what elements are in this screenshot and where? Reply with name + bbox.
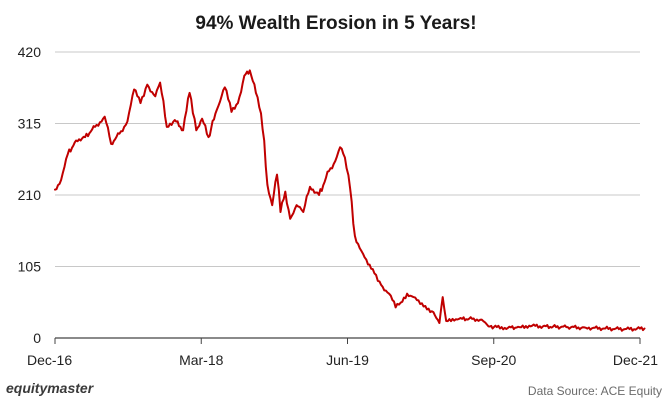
y-tick-label: 315: [18, 116, 42, 132]
x-tick-label: Dec-16: [27, 352, 72, 368]
data-source-note: Data Source: ACE Equity: [528, 384, 662, 398]
x-axis-ticks: Dec-16 Mar-18 Jun-19 Sep-20 Dec-21: [27, 338, 658, 368]
gridlines: [55, 51, 640, 339]
chart-title: 94% Wealth Erosion in 5 Years!: [195, 13, 476, 34]
x-tick-label: Dec-21: [613, 352, 658, 368]
x-tick-label: Jun-19: [326, 352, 369, 368]
y-axis-ticks: 0 105 210 315 420: [18, 44, 42, 346]
x-tick-label: Sep-20: [471, 352, 516, 368]
y-tick-label: 0: [33, 330, 41, 346]
x-tick-label: Mar-18: [179, 352, 224, 368]
series-lines: [54, 69, 646, 332]
y-tick-label: 210: [18, 187, 42, 203]
y-tick-label: 420: [18, 44, 42, 60]
series-line: [54, 69, 646, 332]
equitymaster-logo: equitymaster: [6, 380, 95, 396]
y-tick-label: 105: [18, 259, 42, 275]
